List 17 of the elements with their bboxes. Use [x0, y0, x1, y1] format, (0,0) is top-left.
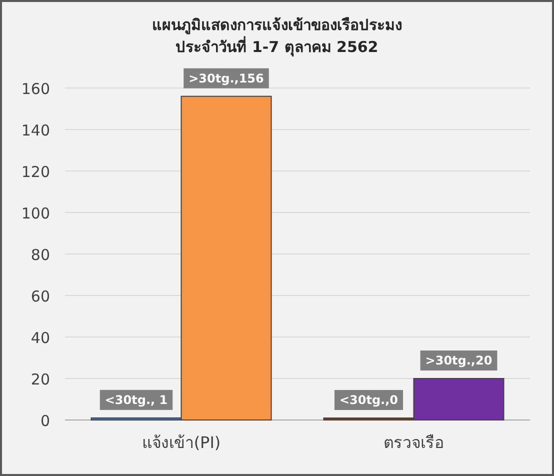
data-label: >30tg.,156: [188, 71, 264, 86]
y-tick-label: 20: [30, 370, 50, 388]
y-tick-label: 80: [30, 246, 50, 264]
y-tick-label: 0: [40, 412, 50, 430]
y-tick-label: 160: [21, 80, 50, 98]
y-tick-label: 120: [21, 163, 50, 181]
chart-title: แผนภูมิแสดงการแจ้งเข้าของเรือประมง: [152, 16, 402, 35]
x-tick-label: แจ้งเข้า(PI): [142, 433, 221, 452]
chart-subtitle: ประจำวันที่ 1-7 ตุลาคม 2562: [176, 36, 378, 57]
y-tick-label: 140: [21, 122, 50, 140]
data-label: <30tg.,0: [339, 393, 398, 407]
data-label: >30tg.,20: [425, 354, 492, 368]
y-tick-label: 40: [30, 329, 50, 347]
y-tick-label: 60: [30, 288, 50, 306]
data-label: <30tg., 1: [104, 392, 168, 407]
x-tick-label: ตรวจเรือ: [383, 433, 444, 452]
y-tick-label: 100: [21, 204, 50, 222]
